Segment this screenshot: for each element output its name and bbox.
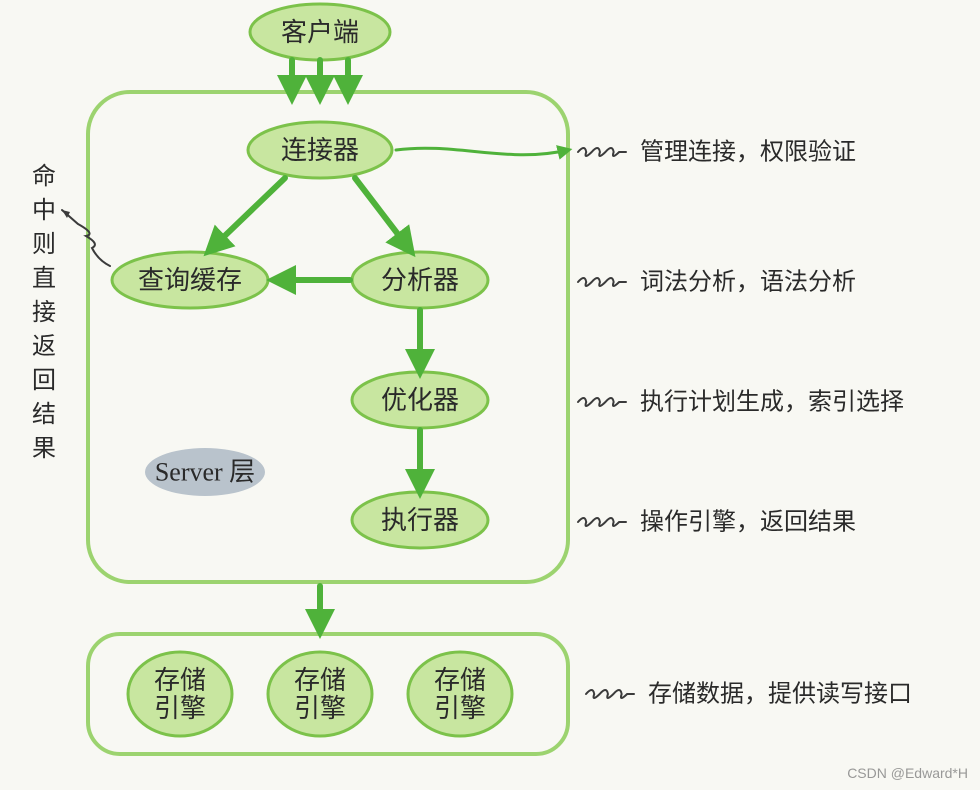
cache-note-char-7: 结 xyxy=(32,401,56,428)
storage2: 存储引擎 xyxy=(268,652,372,736)
squiggle-executor xyxy=(578,518,626,526)
cache-note-char-6: 回 xyxy=(32,367,56,394)
storage3: 存储引擎 xyxy=(408,652,512,736)
svg-text:存储: 存储 xyxy=(154,665,206,695)
cache-note-char-2: 则 xyxy=(32,231,56,258)
cache-note-char-3: 直 xyxy=(32,265,56,292)
squiggle-optimizer xyxy=(578,398,626,406)
server-layer-label: Server 层 xyxy=(145,448,265,496)
cache: 查询缓存 xyxy=(112,252,268,308)
connector-annotation-line xyxy=(396,148,568,155)
optimizer: 优化器 xyxy=(352,372,488,428)
svg-text:引擎: 引擎 xyxy=(154,693,206,723)
svg-text:存储: 存储 xyxy=(294,665,346,695)
analyzer: 分析器 xyxy=(352,252,488,308)
watermark: CSDN @Edward*H xyxy=(847,765,968,781)
cache-note-char-4: 接 xyxy=(32,299,56,326)
arrow-conn_to_analyzer xyxy=(355,178,410,250)
storage1: 存储引擎 xyxy=(128,652,232,736)
svg-text:客户端: 客户端 xyxy=(281,17,359,47)
svg-text:引擎: 引擎 xyxy=(434,693,486,723)
squiggle-storage xyxy=(586,690,634,698)
annotation-optimizer: 执行计划生成，索引选择 xyxy=(640,389,904,416)
arrow-conn_to_cache xyxy=(210,178,285,250)
cache-note-char-8: 果 xyxy=(32,435,56,462)
svg-text:分析器: 分析器 xyxy=(381,265,459,295)
svg-text:优化器: 优化器 xyxy=(381,385,459,415)
svg-text:引擎: 引擎 xyxy=(294,693,346,723)
annotation-executor: 操作引擎，返回结果 xyxy=(640,509,856,536)
svg-text:执行器: 执行器 xyxy=(381,505,459,535)
executor: 执行器 xyxy=(352,492,488,548)
annotation-storage: 存储数据，提供读写接口 xyxy=(648,681,912,708)
annotation-analyzer: 词法分析，语法分析 xyxy=(640,269,856,296)
svg-text:连接器: 连接器 xyxy=(281,135,359,165)
cache-note-char-0: 命 xyxy=(32,163,56,190)
connector: 连接器 xyxy=(248,122,392,178)
cache-note-char-1: 中 xyxy=(32,197,56,224)
svg-text:查询缓存: 查询缓存 xyxy=(138,265,242,295)
cache-note-char-5: 返 xyxy=(32,333,56,360)
svg-text:存储: 存储 xyxy=(434,665,486,695)
squiggle-analyzer xyxy=(578,278,626,286)
squiggle-connector xyxy=(578,148,626,156)
svg-text:Server 层: Server 层 xyxy=(155,458,255,487)
annotation-connector: 管理连接，权限验证 xyxy=(640,139,856,166)
client: 客户端 xyxy=(250,4,390,60)
